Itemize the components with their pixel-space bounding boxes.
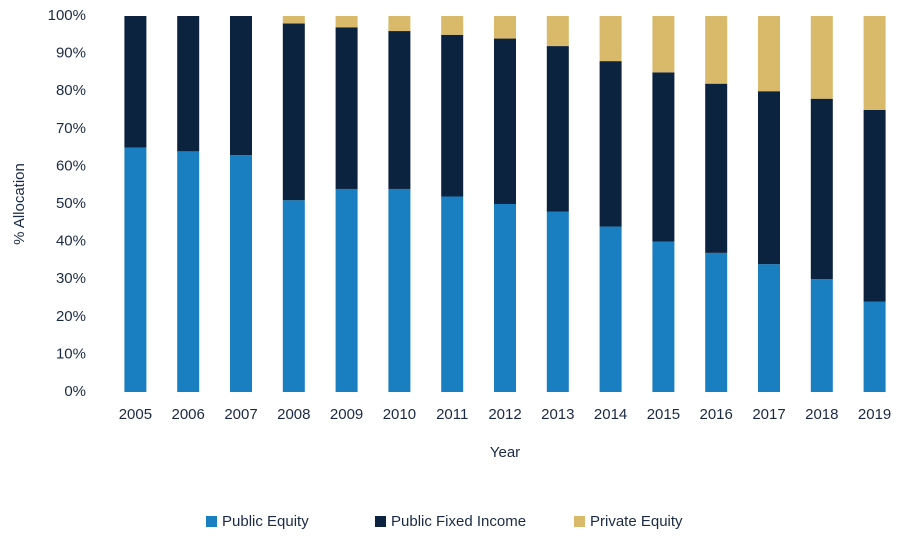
x-tick-label: 2018	[805, 406, 838, 423]
bar-segment	[282, 200, 305, 392]
y-tick-label: 10%	[56, 345, 86, 362]
y-tick-label: 0%	[64, 383, 86, 400]
y-axis-label: % Allocation	[11, 163, 28, 245]
bar-segment	[177, 16, 200, 152]
x-tick-label: 2005	[119, 406, 152, 423]
bar-segment	[863, 301, 886, 392]
legend-label: Private Equity	[590, 513, 683, 530]
bar-segment	[599, 16, 622, 62]
bar-segment	[546, 211, 569, 392]
bar-segment	[810, 16, 833, 99]
bar-segment	[441, 34, 464, 197]
bar-segment	[335, 188, 358, 392]
bar-segment	[758, 264, 780, 392]
bar-segment	[863, 16, 886, 110]
x-tick-label: 2015	[647, 406, 680, 423]
bar-segment	[758, 16, 780, 92]
bar-segment	[124, 16, 147, 148]
x-tick-label: 2010	[383, 406, 416, 423]
bar-segment	[494, 204, 516, 392]
bar-segment	[335, 27, 358, 189]
x-tick-label: 2008	[277, 406, 310, 423]
y-tick-label: 40%	[56, 233, 86, 250]
y-tick-label: 50%	[56, 195, 86, 212]
bar-segment	[652, 16, 675, 73]
x-tick-label: 2007	[224, 406, 257, 423]
bar-segment	[282, 23, 305, 201]
bar-segment	[494, 38, 516, 205]
x-tick-label: 2011	[436, 406, 468, 423]
bar-segment	[441, 196, 464, 392]
y-tick-label: 30%	[56, 270, 86, 287]
bar-segment	[441, 16, 464, 35]
x-tick-label: 2017	[752, 406, 785, 423]
legend-label: Public Fixed Income	[391, 513, 526, 530]
bar-segment	[705, 16, 728, 84]
bar-segment	[705, 252, 728, 392]
bar-segment	[388, 31, 411, 189]
x-tick-label: 2006	[172, 406, 205, 423]
x-tick-label: 2013	[541, 406, 574, 423]
bar-segment	[230, 16, 252, 156]
bar-segment	[546, 16, 569, 47]
bar-segment	[230, 155, 252, 392]
bar-segment	[388, 16, 411, 32]
y-tick-label: 70%	[56, 120, 86, 137]
bar-segment	[546, 46, 569, 212]
y-tick-label: 20%	[56, 308, 86, 325]
x-axis-label: Year	[490, 444, 520, 461]
y-tick-label: 80%	[56, 82, 86, 99]
x-tick-label: 2009	[330, 406, 363, 423]
bar-segment	[494, 16, 516, 39]
bar-segment	[810, 98, 833, 280]
legend-swatch	[375, 516, 386, 527]
bar-segment	[758, 91, 780, 265]
bar-segment	[177, 151, 200, 392]
bar-segment	[335, 16, 358, 28]
legend-swatch	[574, 516, 585, 527]
bar-segment	[705, 83, 728, 253]
bar-segment	[863, 110, 886, 302]
bar-segment	[124, 147, 147, 392]
bar-segment	[652, 72, 675, 242]
bar-segment	[599, 226, 622, 392]
bar-segment	[282, 16, 305, 24]
bar-segment	[810, 279, 833, 392]
x-tick-label: 2014	[594, 406, 627, 423]
y-tick-label: 100%	[48, 7, 86, 24]
legend-label: Public Equity	[222, 513, 309, 530]
x-tick-label: 2012	[488, 406, 521, 423]
y-tick-label: 90%	[56, 45, 86, 62]
bar-segment	[388, 188, 411, 392]
y-tick-label: 60%	[56, 157, 86, 174]
bar-segment	[652, 241, 675, 392]
bar-segment	[599, 61, 622, 227]
legend-swatch	[206, 516, 217, 527]
x-tick-label: 2016	[700, 406, 733, 423]
x-tick-label: 2019	[858, 406, 891, 423]
